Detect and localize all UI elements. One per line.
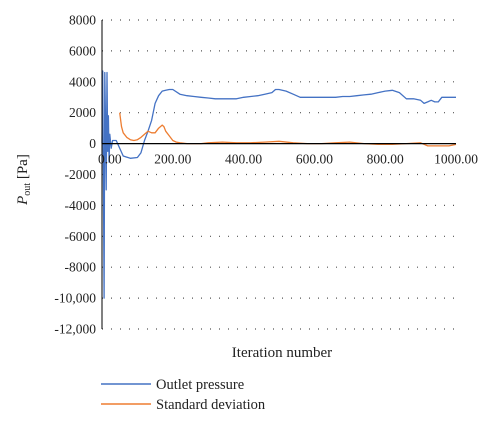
y-tick-label: 2000 xyxy=(69,105,96,120)
series-layer xyxy=(101,70,457,299)
axis-layer xyxy=(101,20,456,329)
legend-label-standard-deviation: Standard deviation xyxy=(156,397,266,413)
y-axis-title-unit: [Pa] xyxy=(15,154,31,183)
y-tick-label: -8000 xyxy=(65,260,97,275)
x-tick-label: 1000.00 xyxy=(434,152,478,167)
y-tick-label: -4000 xyxy=(65,198,97,213)
y-axis-title-main: P xyxy=(15,196,31,206)
legend: Outlet pressure Standard deviation xyxy=(101,377,266,413)
y-tick-label: -10,000 xyxy=(54,291,96,306)
y-tick-label: -6000 xyxy=(65,229,97,244)
y-tick-label: 4000 xyxy=(69,74,96,89)
x-tick-label: 200.00 xyxy=(154,152,191,167)
x-tick-label: 0.00 xyxy=(98,152,122,167)
series-line-outlet-pressure xyxy=(101,70,456,299)
x-tick-label: 600.00 xyxy=(296,152,333,167)
x-tick-label: 400.00 xyxy=(225,152,262,167)
x-tick-labels: 0.00 200.00 400.00 600.00 800.00 1000.00 xyxy=(98,152,478,167)
series-line-standard-deviation xyxy=(119,112,457,147)
x-tick-label: 800.00 xyxy=(367,152,404,167)
grid-layer xyxy=(102,19,456,330)
x-axis-title: Iteration number xyxy=(232,345,332,361)
y-tick-labels: 8000 6000 4000 2000 0 -2000 -4000 -6000 -8000 -10… xyxy=(54,13,96,337)
y-tick-label: 6000 xyxy=(69,43,96,58)
y-axis-title: Pout [Pa] xyxy=(15,154,33,206)
y-tick-label: 0 xyxy=(89,136,96,151)
y-tick-label: -2000 xyxy=(65,167,97,182)
y-tick-label: 8000 xyxy=(69,13,96,28)
y-tick-label: -12,000 xyxy=(54,322,96,337)
legend-label-outlet-pressure: Outlet pressure xyxy=(156,377,244,393)
y-axis-title-subscript: out xyxy=(22,183,33,196)
